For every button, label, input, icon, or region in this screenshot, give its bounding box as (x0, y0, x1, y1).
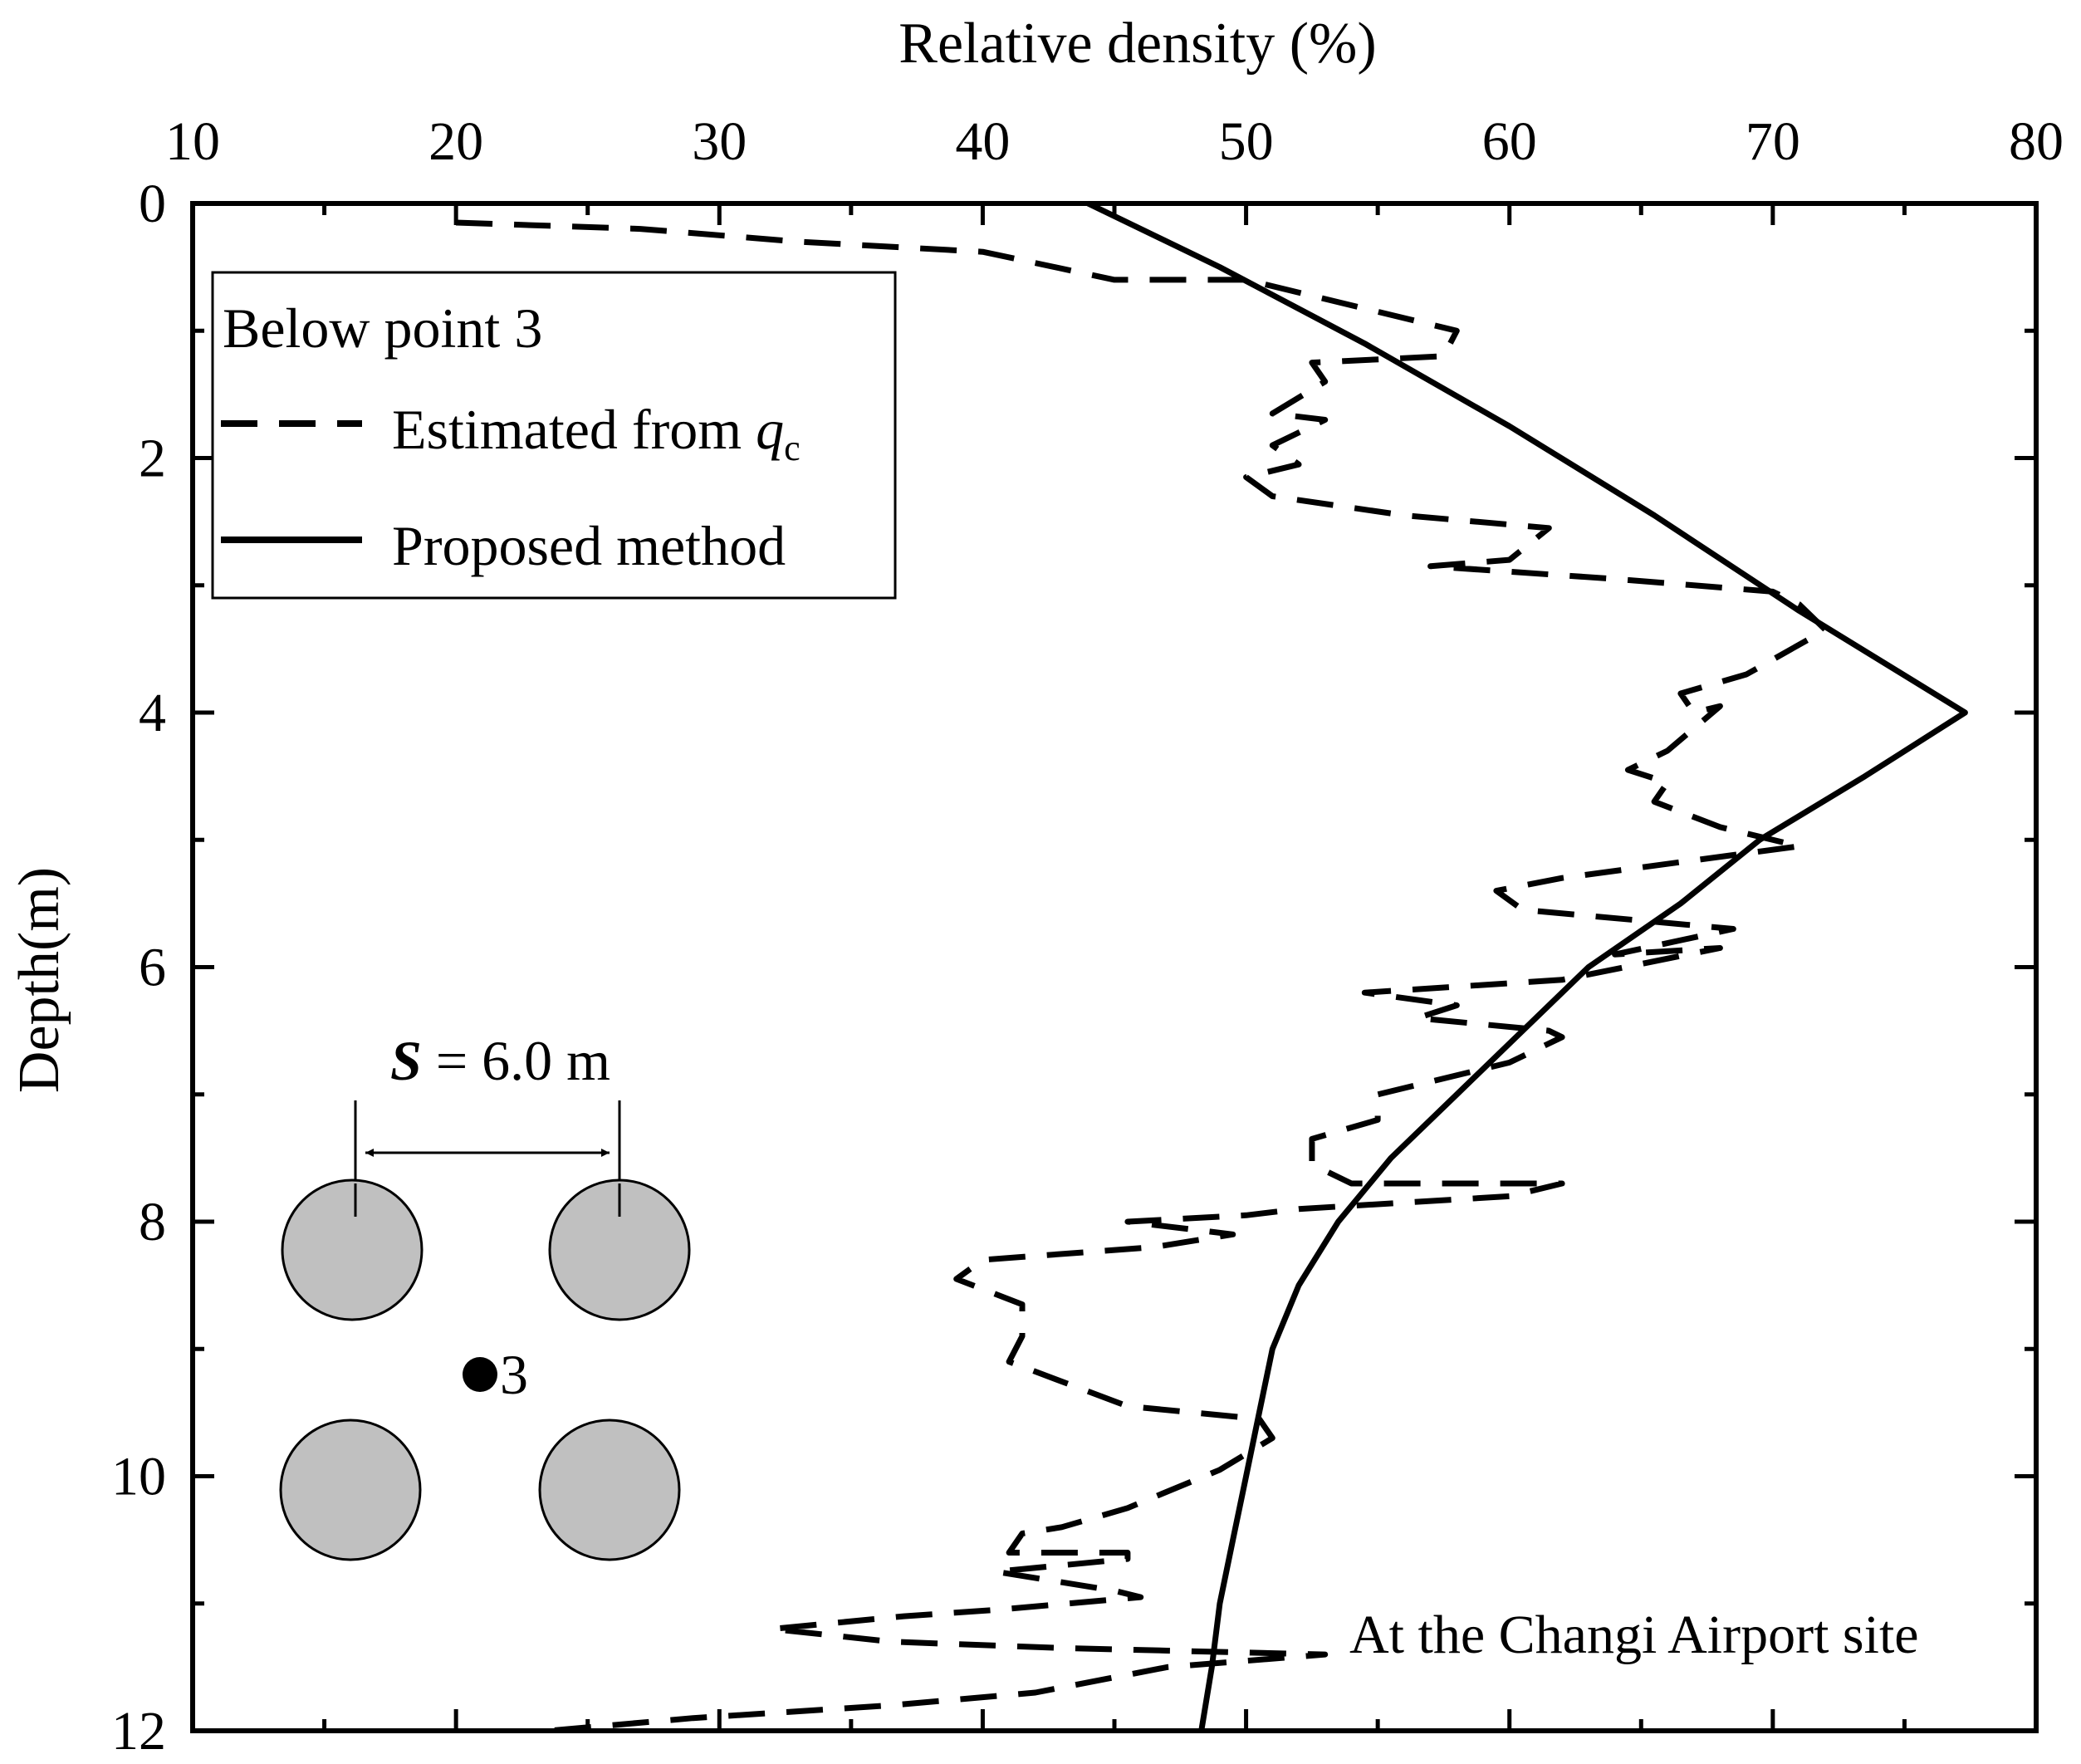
x-tick-label-40: 40 (955, 111, 1010, 172)
legend-entry-estimated: Estimated from qc (392, 398, 801, 468)
x-tick-label-60: 60 (1482, 111, 1537, 172)
y-axis-title: Depth(m) (7, 867, 71, 1093)
spacing-value: = 6.0 m (422, 1029, 610, 1092)
y-tick-label-8: 8 (139, 1192, 166, 1252)
point-3-marker (463, 1357, 497, 1392)
spacing-label: S = 6.0 m (390, 1029, 610, 1092)
axis-ticks (190, 201, 2039, 1733)
x-tick-label-30: 30 (692, 111, 747, 172)
y-tick-label-2: 2 (139, 429, 166, 489)
legend-title: Below point 3 (223, 296, 542, 360)
point-3-label: 3 (500, 1343, 528, 1406)
x-axis-title: Relative density (%) (899, 12, 1376, 76)
legend-entry-estimated-label: Estimated from (392, 398, 756, 461)
pile-layout-inset: S = 6.0 m 3 (279, 1029, 691, 1561)
y-tick-label-6: 6 (139, 938, 166, 998)
legend-entry-estimated-sub: c (784, 428, 801, 468)
series-estimated-qc-line (455, 219, 1829, 1734)
legend-box (211, 271, 897, 600)
spacing-symbol: S (390, 1029, 422, 1092)
site-annotation: At the Changi Airport site (1349, 1605, 1919, 1665)
series-layer (455, 200, 1968, 1734)
x-tick-label-80: 80 (2009, 111, 2064, 172)
legend-entry-proposed: Proposed method (392, 514, 786, 577)
series-proposed-method-line (1086, 200, 1968, 1732)
pile-top-right (548, 1178, 691, 1321)
y-tick-label-12: 12 (111, 1701, 166, 1762)
legend: Below point 3 Estimated from qc Proposed… (211, 271, 897, 600)
legend-entry-estimated-q: q (756, 398, 784, 461)
x-tick-label-50: 50 (1219, 111, 1274, 172)
axis-tick-labels: 10 20 30 40 50 60 70 80 0 2 4 6 8 10 12 (111, 111, 2064, 1762)
pile-top-left (281, 1178, 424, 1321)
pile-bottom-right (538, 1419, 681, 1561)
y-tick-label-0: 0 (139, 174, 166, 234)
x-tick-label-70: 70 (1746, 111, 1800, 172)
y-tick-label-4: 4 (139, 683, 166, 743)
x-tick-label-10: 10 (165, 111, 220, 172)
pile-bottom-left (279, 1419, 422, 1561)
x-tick-label-20: 20 (428, 111, 483, 172)
y-tick-label-10: 10 (111, 1447, 166, 1507)
